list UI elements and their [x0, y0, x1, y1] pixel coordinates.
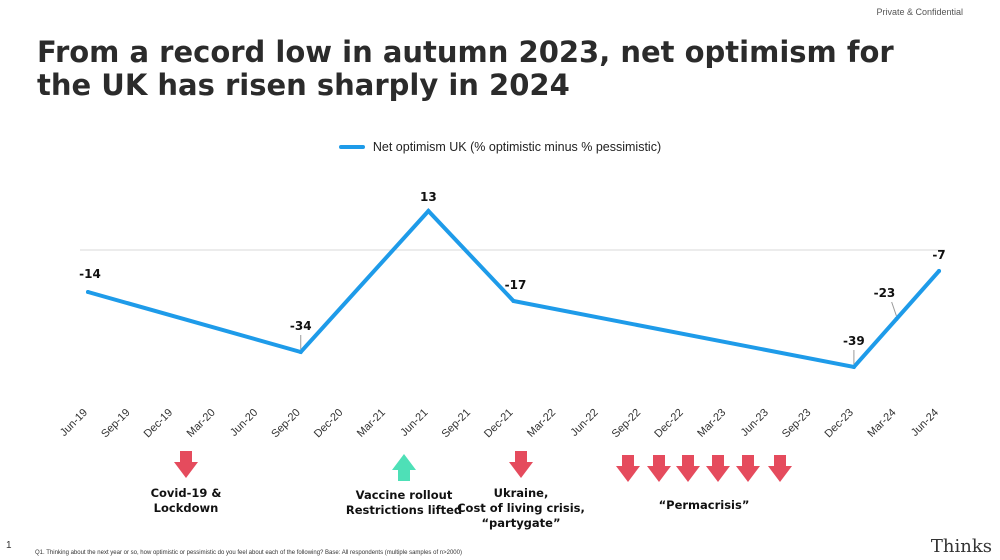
down-arrow-icon [768, 455, 792, 482]
data-point [86, 290, 90, 294]
chart-legend: Net optimism UK (% optimistic minus % pe… [0, 140, 1000, 154]
data-label: -14 [79, 267, 101, 281]
x-tick-label: Dec-22 [652, 407, 686, 441]
data-label: -34 [290, 319, 312, 333]
down-arrow-icon [676, 455, 700, 482]
x-tick-label: Sep-20 [269, 407, 303, 441]
down-arrow-icon [509, 451, 533, 478]
annotation-label: “Permacrisis” [658, 498, 750, 512]
down-arrow-icon [647, 455, 671, 482]
x-tick-label: Mar-22 [525, 407, 558, 440]
data-label: -39 [843, 334, 865, 348]
x-tick-label: Dec-20 [312, 407, 346, 441]
legend-label: Net optimism UK (% optimistic minus % pe… [372, 140, 662, 154]
x-tick-label: Jun-24 [909, 407, 941, 439]
legend-swatch [338, 144, 365, 149]
x-tick-label: Jun-19 [58, 407, 90, 439]
data-point [937, 269, 941, 273]
x-tick-label: Mar-24 [865, 407, 898, 440]
data-point [511, 299, 516, 303]
x-tick-label: Jun-23 [739, 407, 771, 439]
page-number: 1 [6, 540, 12, 551]
slide-title: From a record low in autumn 2023, net op… [37, 35, 894, 102]
data-label: -7 [932, 248, 945, 262]
x-tick-label: Mar-21 [355, 407, 388, 440]
x-tick-label: Dec-19 [142, 407, 176, 441]
brand-logo: Thinks [930, 536, 992, 557]
down-arrow-icon [736, 455, 760, 482]
confidential-label: Private & Confidential [876, 7, 963, 17]
up-arrow-icon [392, 454, 416, 481]
x-tick-label: Sep-23 [780, 407, 814, 441]
annotation-label: Ukraine, Cost of living crisis, “partyga… [457, 486, 585, 530]
data-point [426, 209, 431, 213]
data-point [851, 365, 856, 369]
x-tick-label: Dec-21 [482, 407, 516, 441]
x-tick-label: Jun-22 [568, 407, 600, 439]
data-point [298, 350, 303, 354]
down-arrow-icon [174, 451, 198, 478]
x-tick-label: Mar-23 [695, 407, 728, 440]
footnote: Q1. Thinking about the next year or so, … [35, 550, 462, 556]
x-tick-label: Sep-21 [439, 407, 473, 441]
x-tick-label: Mar-20 [185, 407, 218, 440]
x-tick-label: Jun-21 [398, 407, 430, 439]
down-arrow-icon [706, 455, 730, 482]
x-tick-label: Sep-19 [99, 407, 133, 441]
annotation-label: Covid-19 & Lockdown [150, 486, 222, 515]
x-tick-label: Dec-23 [822, 407, 856, 441]
data-label: 13 [420, 190, 437, 204]
data-label: -23 [874, 286, 896, 300]
x-tick-label: Jun-20 [228, 407, 260, 439]
data-point [894, 317, 899, 321]
data-label: -17 [505, 278, 527, 292]
data-label-leader [891, 301, 897, 317]
down-arrow-icon [616, 455, 640, 482]
x-tick-label: Sep-22 [610, 407, 644, 441]
annotation-label: Vaccine rollout Restrictions lifted [345, 488, 463, 517]
